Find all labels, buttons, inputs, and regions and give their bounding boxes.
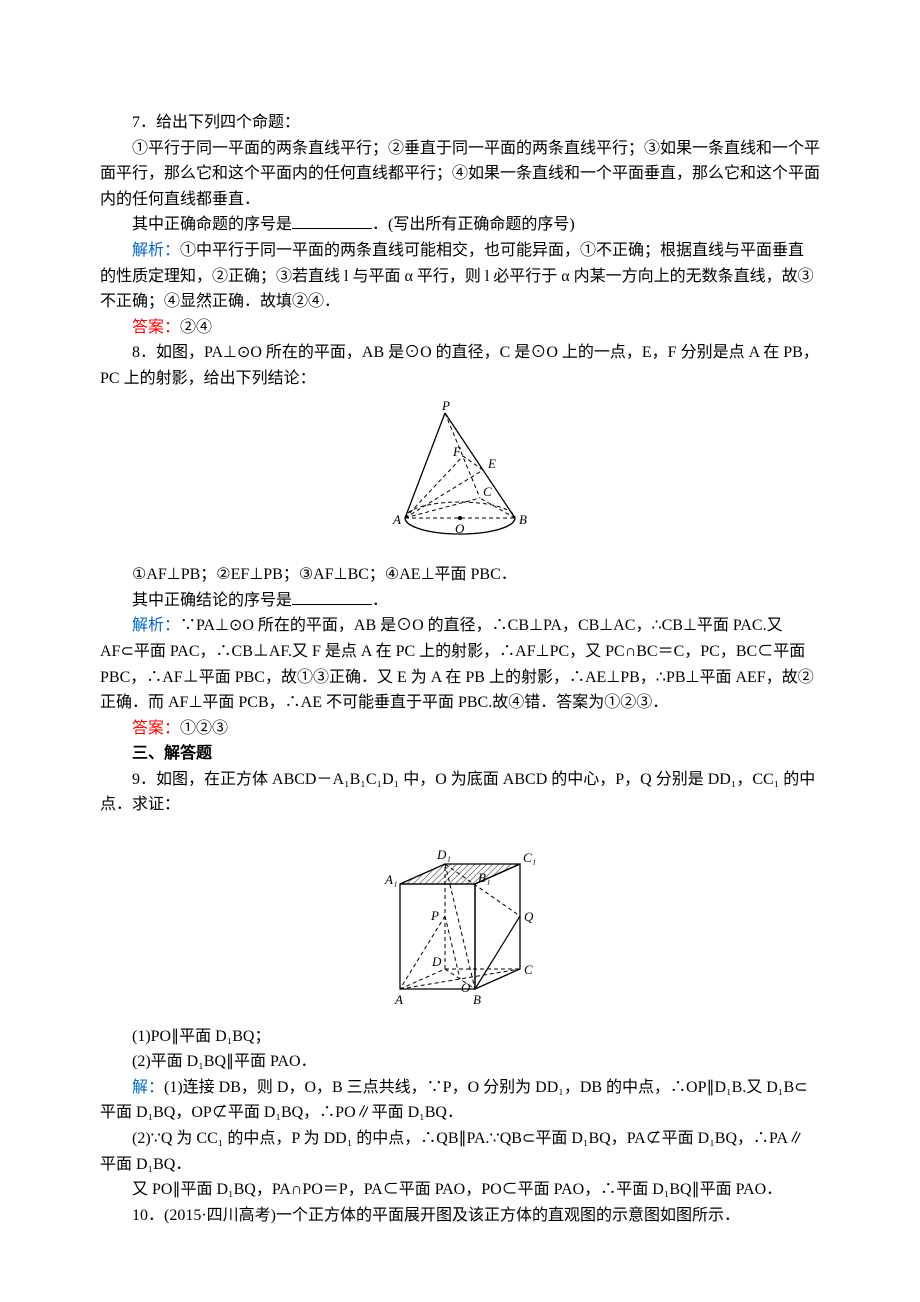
q10-stem-text: (2015·四川高考)一个正方体的平面展开图及该正方体的直观图的示意图如图所示． [164,1207,740,1224]
q8-ask-tail: ． [372,592,388,609]
q9-figure: A B C D A₁ B₁ C₁ D₁ O P Q [100,824,820,1018]
line-ae [405,470,483,518]
q9-stem-text: 如图，在正方体 ABCD－A₁B₁C₁D₁ 中，O 为底面 ABCD 的中心，P… [100,771,815,814]
q8-ask-text: 其中正确结论的序号是 [132,592,292,609]
q8-figure: P E F C A B O [100,398,820,557]
label-c2: C [524,962,533,977]
label-a: A [392,512,401,527]
label-c1: C₁ [523,850,536,865]
q7-answer-text: ②④ [180,319,212,336]
label-o2: O [461,980,471,995]
line-pa [405,413,445,518]
q7-answer: 答案：②④ [100,315,820,341]
label-a2: A [394,992,403,1007]
q8-figure-svg: P E F C A B O [375,398,545,548]
section-3-heading: 三、解答题 [100,741,820,767]
label-b: B [519,512,527,527]
label-p2: P [430,908,439,923]
q7-ask-text: 其中正确命题的序号是 [132,216,292,233]
label-d2: D [431,954,442,969]
line-bq [475,916,520,989]
q8-stem-text: 如图，PA⊥⊙O 所在的平面，AB 是⊙O 的直径，C 是⊙O 上的一点，E，F… [100,344,819,387]
top-face [400,864,520,884]
section-3-text: 三、解答题 [132,745,212,762]
q10-stem: 10．(2015·四川高考)一个正方体的平面展开图及该正方体的直观图的示意图如图… [100,1203,820,1229]
label-d1: D₁ [436,847,451,862]
line-po [445,916,460,979]
label-a1: A₁ [384,872,397,887]
q8-blank [292,588,372,605]
q7-ask: 其中正确命题的序号是 ．(写出所有正确命题的序号) [100,212,820,238]
q7-items: ①平行于同一平面的两条直线平行；②垂直于同一平面的两条直线平行；③如果一条直线和… [100,136,820,213]
q7-ask-tail: ．(写出所有正确命题的序号) [372,216,575,233]
q10-number: 10． [132,1207,164,1224]
q8-analysis-label: 解析： [132,617,180,634]
q8-ask: 其中正确结论的序号是 ． [100,588,820,614]
line-ef [463,456,483,470]
label-b2: B [473,992,481,1007]
line-pc [445,413,480,498]
page: 7．给出下列四个命题： ①平行于同一平面的两条直线平行；②垂直于同一平面的两条直… [0,0,920,1288]
label-o: O [455,521,465,536]
q9-proof2b: 又 PO∥平面 D₁BQ，PA∩PO＝P，PA⊂平面 PAO，PO⊂平面 PAO… [100,1177,820,1203]
label-e: E [487,456,496,471]
q7-number: 7． [132,114,156,131]
q8-number: 8． [132,344,156,361]
q9-proof2a: (2)∵Q 为 CC₁ 的中点，P 为 DD₁ 的中点，∴QB∥PA.∵QB⊂平… [100,1126,820,1177]
label-q: Q [524,909,534,924]
q8-analysis: 解析：∵PA⊥⊙O 所在的平面，AB 是⊙O 的直径，∴CB⊥PA，CB⊥AC，… [100,613,820,715]
point-o [458,516,462,520]
q9-proof1-text: (1)连接 DB，则 D，O，B 三点共线，∵P，O 分别为 DD₁，DB 的中… [100,1079,808,1122]
q7-answer-label: 答案： [132,319,180,336]
q9-part1: (1)PO∥平面 D₁BQ； [100,1024,820,1050]
line-pa2 [400,916,445,989]
label-f: F [452,444,462,459]
label-b1: B₁ [478,870,490,885]
q9-proof1: 解：(1)连接 DB，则 D，O，B 三点共线，∵P，O 分别为 DD₁，DB … [100,1075,820,1126]
q8-answer-label: 答案： [132,720,180,737]
q8-options: ①AF⊥PB；②EF⊥PB；③AF⊥BC；④AE⊥平面 PBC． [100,562,820,588]
q7-blank [292,212,372,229]
line-bc [480,498,515,518]
front-face [400,884,475,989]
label-c: C [483,484,492,499]
q9-number: 9． [132,771,156,788]
q9-part2: (2)平面 D₁BQ∥平面 PAO． [100,1049,820,1075]
q9-proof-label: 解： [132,1079,164,1096]
q8-answer: 答案：①②③ [100,716,820,742]
q7-analysis-text: ①中平行于同一平面的两条直线可能相交，也可能异面，①不正确；根据直线与平面垂直的… [100,242,814,310]
line-af [405,456,463,518]
label-p: P [441,398,450,413]
q8-answer-text: ①②③ [180,720,228,737]
q9-figure-svg: A B C D A₁ B₁ C₁ D₁ O P Q [365,824,555,1009]
q7-stem-text: 给出下列四个命题： [156,114,300,131]
q7-analysis: 解析：①中平行于同一平面的两条直线可能相交，也可能异面，①不正确；根据直线与平面… [100,238,820,315]
q7-analysis-label: 解析： [132,242,180,259]
q9-stem: 9．如图，在正方体 ABCD－A₁B₁C₁D₁ 中，O 为底面 ABCD 的中心… [100,767,820,818]
q8-stem: 8．如图，PA⊥⊙O 所在的平面，AB 是⊙O 的直径，C 是⊙O 上的一点，E… [100,340,820,391]
q7-stem: 7．给出下列四个命题： [100,110,820,136]
q8-analysis-text: ∵PA⊥⊙O 所在的平面，AB 是⊙O 的直径，∴CB⊥PA，CB⊥AC，∴CB… [100,617,814,711]
